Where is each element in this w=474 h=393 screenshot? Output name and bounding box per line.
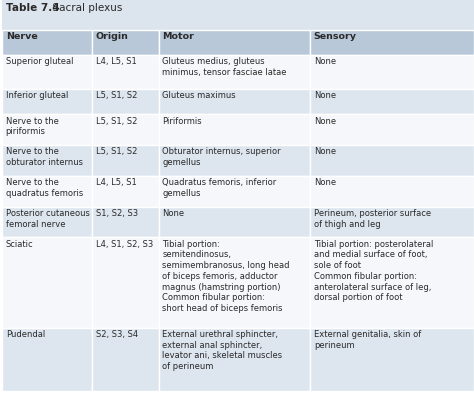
Bar	[2, 0, 474, 29]
Bar	[310, 207, 474, 237]
Bar	[2, 0, 474, 29]
Bar	[92, 176, 159, 207]
Bar	[310, 55, 474, 89]
Text: Table 7.4: Table 7.4	[6, 3, 59, 13]
Text: Gluteus maximus: Gluteus maximus	[162, 91, 236, 100]
Text: Motor: Motor	[162, 32, 194, 41]
Text: Quadratus femoris, inferior
gemellus: Quadratus femoris, inferior gemellus	[162, 178, 276, 198]
Text: Pudendal: Pudendal	[6, 330, 45, 339]
Bar	[2, 89, 92, 114]
Text: Tibial portion: posterolateral
and medial surface of foot,
sole of foot
Common f: Tibial portion: posterolateral and media…	[314, 240, 433, 303]
Bar	[159, 237, 310, 327]
Bar	[310, 29, 474, 55]
Bar	[159, 327, 310, 391]
Text: Piriformis: Piriformis	[162, 117, 202, 126]
Bar	[159, 114, 310, 145]
Bar	[2, 55, 92, 89]
Text: Nerve to the
quadratus femoris: Nerve to the quadratus femoris	[6, 178, 83, 198]
Text: Sacral plexus: Sacral plexus	[46, 3, 122, 13]
Text: Nerve to the
obturator internus: Nerve to the obturator internus	[6, 147, 82, 167]
Text: L4, S1, S2, S3: L4, S1, S2, S3	[96, 240, 153, 249]
Text: L4, L5, S1: L4, L5, S1	[96, 57, 137, 66]
Text: Origin: Origin	[96, 32, 128, 41]
Text: None: None	[314, 117, 336, 126]
Bar	[159, 29, 310, 55]
Text: Gluteus medius, gluteus
minimus, tensor fasciae latae: Gluteus medius, gluteus minimus, tensor …	[162, 57, 287, 77]
Bar	[92, 327, 159, 391]
Bar	[310, 327, 474, 391]
Bar	[2, 327, 92, 391]
Text: Obturator internus, superior
gemellus: Obturator internus, superior gemellus	[162, 147, 281, 167]
Bar	[2, 176, 92, 207]
Bar	[92, 29, 159, 55]
Bar	[2, 145, 92, 176]
Text: None: None	[314, 91, 336, 100]
Bar	[159, 89, 310, 114]
Text: None: None	[314, 178, 336, 187]
Text: Sciatic: Sciatic	[6, 240, 33, 249]
Text: Perineum, posterior surface
of thigh and leg: Perineum, posterior surface of thigh and…	[314, 209, 431, 229]
Bar	[92, 89, 159, 114]
Text: L5, S1, S2: L5, S1, S2	[96, 147, 137, 156]
Text: Nerve: Nerve	[6, 32, 37, 41]
Bar	[2, 237, 92, 327]
Text: S1, S2, S3: S1, S2, S3	[96, 209, 138, 218]
Bar	[2, 114, 92, 145]
Bar	[92, 114, 159, 145]
Bar	[159, 176, 310, 207]
Bar	[159, 145, 310, 176]
Bar	[310, 176, 474, 207]
Text: None: None	[314, 57, 336, 66]
Bar	[310, 114, 474, 145]
Bar	[310, 89, 474, 114]
Text: L5, S1, S2: L5, S1, S2	[96, 91, 137, 100]
Bar	[92, 237, 159, 327]
Text: None: None	[162, 209, 184, 218]
Bar	[310, 237, 474, 327]
Bar	[92, 55, 159, 89]
Text: S2, S3, S4: S2, S3, S4	[96, 330, 138, 339]
Text: Inferior gluteal: Inferior gluteal	[6, 91, 68, 100]
Text: Nerve to the
piriformis: Nerve to the piriformis	[6, 117, 59, 136]
Text: L4, L5, S1: L4, L5, S1	[96, 178, 137, 187]
Text: Superior gluteal: Superior gluteal	[6, 57, 73, 66]
Text: External genitalia, skin of
perineum: External genitalia, skin of perineum	[314, 330, 421, 350]
Bar	[2, 29, 92, 55]
Text: Tibial portion:
semitendinosus,
semimembranosus, long head
of biceps femoris, ad: Tibial portion: semitendinosus, semimemb…	[162, 240, 290, 313]
Text: Posterior cutaneous
femoral nerve: Posterior cutaneous femoral nerve	[6, 209, 90, 229]
Bar	[92, 207, 159, 237]
Bar	[2, 207, 92, 237]
Bar	[310, 145, 474, 176]
Bar	[92, 145, 159, 176]
Text: External urethral sphincter,
external anal sphincter,
levator ani, skeletal musc: External urethral sphincter, external an…	[162, 330, 282, 371]
Text: L5, S1, S2: L5, S1, S2	[96, 117, 137, 126]
Text: None: None	[314, 147, 336, 156]
Bar	[159, 55, 310, 89]
Text: Sensory: Sensory	[314, 32, 357, 41]
Bar	[159, 207, 310, 237]
